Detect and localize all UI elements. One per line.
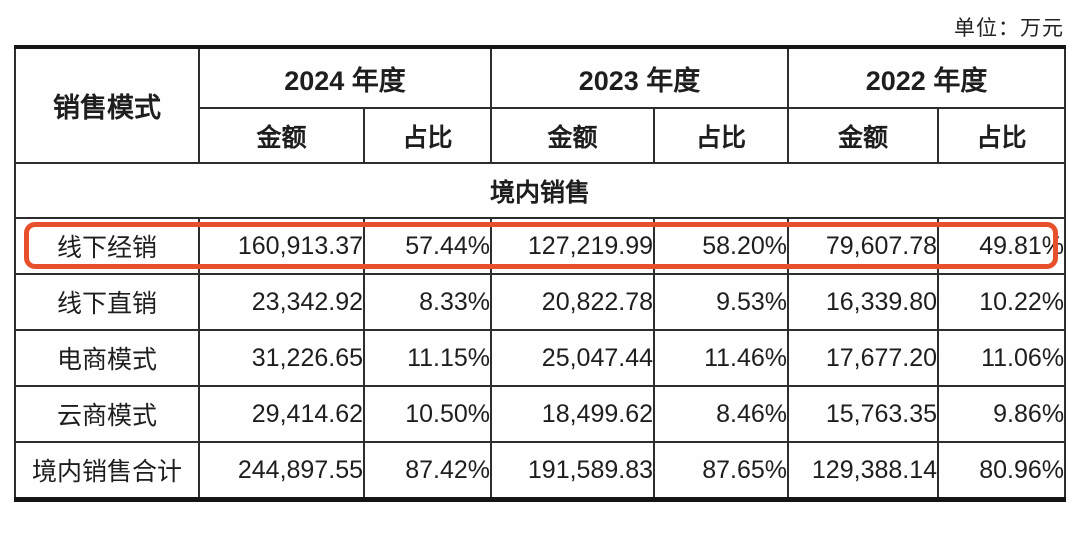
cell-amount-2023: 25,047.44 xyxy=(490,329,656,387)
cell-amount-2023: 20,822.78 xyxy=(490,273,656,331)
table-row-domestic-total: 境内销售合计 244,897.55 87.42% 191,589.83 87.6… xyxy=(14,441,1067,501)
col-header-sales-mode: 销售模式 xyxy=(14,46,200,164)
sub-header-amount-2024: 金额 xyxy=(198,107,365,164)
cell-ratio-2024: 11.15% xyxy=(362,329,493,387)
header-row-years: 销售模式 2024 年度 2023 年度 2022 年度 xyxy=(14,46,1067,164)
table-row-ecommerce: 电商模式 31,226.65 11.15% 25,047.44 11.46% 1… xyxy=(14,329,1067,387)
year-header-2024: 2024 年度 xyxy=(197,46,493,109)
table-row-cloud-commerce: 云商模式 29,414.62 10.50% 18,499.62 8.46% 15… xyxy=(14,385,1067,443)
sales-table-wrap: 销售模式 2024 年度 2023 年度 2022 年度 金额 占比 金额 占比… xyxy=(13,45,1067,502)
cell-ratio-2024: 8.33% xyxy=(362,273,493,331)
section-band-domestic: 境内销售 xyxy=(13,162,1067,219)
table-row-offline-distribution: 线下经销 160,913.37 57.44% 127,219.99 58.20%… xyxy=(14,217,1067,275)
cell-ratio-2023: 8.46% xyxy=(653,385,790,443)
cell-amount-2024: 23,342.92 xyxy=(198,273,365,331)
sales-mode-table: 销售模式 2024 年度 2023 年度 2022 年度 金额 占比 金额 占比… xyxy=(13,45,1067,502)
cell-ratio-2024: 10.50% xyxy=(362,385,493,443)
sub-header-amount-2023: 金额 xyxy=(490,107,656,164)
cell-ratio-2023: 58.20% xyxy=(653,217,790,275)
cell-ratio-2023: 11.46% xyxy=(653,329,790,387)
sub-header-ratio-2023: 占比 xyxy=(653,107,790,164)
cell-amount-2024: 160,913.37 xyxy=(198,217,365,275)
cell-ratio-2024: 87.42% xyxy=(362,441,493,501)
row-label: 境内销售合计 xyxy=(14,441,200,501)
row-label: 线下经销 xyxy=(14,217,200,275)
sub-header-ratio-2022: 占比 xyxy=(937,107,1067,164)
cell-ratio-2022: 9.86% xyxy=(937,385,1067,443)
cell-amount-2023: 127,219.99 xyxy=(490,217,656,275)
year-header-2023: 2023 年度 xyxy=(490,46,790,109)
sub-header-ratio-2024: 占比 xyxy=(362,107,493,164)
unit-label: 单位：万元 xyxy=(954,17,1064,40)
cell-amount-2023: 191,589.83 xyxy=(490,441,656,501)
cell-amount-2024: 29,414.62 xyxy=(198,385,365,443)
cell-ratio-2024: 57.44% xyxy=(362,217,493,275)
section-label: 境内销售 xyxy=(13,162,1067,219)
row-label: 云商模式 xyxy=(14,385,200,443)
cell-amount-2024: 31,226.65 xyxy=(198,329,365,387)
header-row-sub: 金额 占比 金额 占比 金额 占比 xyxy=(15,107,1067,164)
cell-ratio-2022: 49.81% xyxy=(937,217,1067,275)
cell-ratio-2023: 9.53% xyxy=(653,273,790,331)
sub-header-amount-2022: 金额 xyxy=(787,107,940,164)
cell-amount-2022: 79,607.78 xyxy=(787,217,940,275)
year-header-2022: 2022 年度 xyxy=(787,46,1067,109)
table-row-offline-direct: 线下直销 23,342.92 8.33% 20,822.78 9.53% 16,… xyxy=(14,273,1067,331)
cell-amount-2024: 244,897.55 xyxy=(198,441,365,501)
cell-amount-2022: 129,388.14 xyxy=(787,441,940,501)
cell-amount-2022: 16,339.80 xyxy=(787,273,940,331)
cell-ratio-2022: 80.96% xyxy=(937,441,1067,501)
row-label: 线下直销 xyxy=(14,273,200,331)
cell-ratio-2022: 11.06% xyxy=(937,329,1067,387)
cell-ratio-2022: 10.22% xyxy=(937,273,1067,331)
row-label: 电商模式 xyxy=(14,329,200,387)
cell-amount-2023: 18,499.62 xyxy=(490,385,656,443)
cell-amount-2022: 17,677.20 xyxy=(787,329,940,387)
cell-ratio-2023: 87.65% xyxy=(653,441,790,501)
cell-amount-2022: 15,763.35 xyxy=(787,385,940,443)
